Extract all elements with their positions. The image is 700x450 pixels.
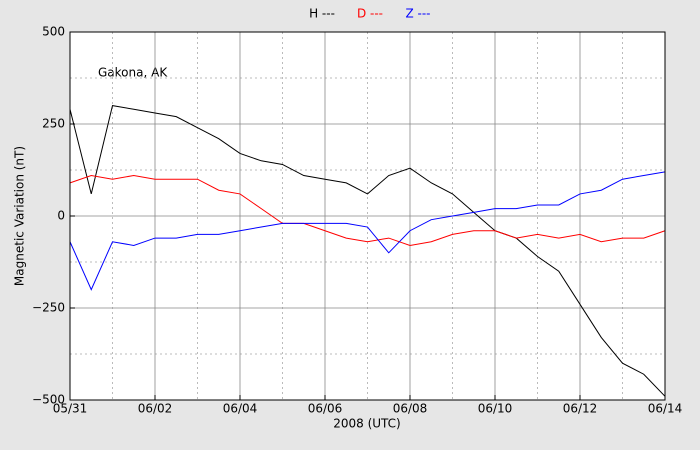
x-tick-label: 06/14 (648, 402, 683, 416)
series-line (69, 175, 666, 246)
x-tick-label: 05/31 (53, 402, 88, 416)
x-tick-label: 06/06 (308, 402, 343, 416)
legend-entry: Z --- (405, 7, 430, 21)
x-tick-label: 06/10 (478, 402, 513, 416)
series-line (69, 171, 666, 291)
x-tick-label: 06/12 (563, 402, 598, 416)
y-tick-label: −250 (32, 301, 65, 315)
y-axis-label: Magnetic Variation (nT) (13, 146, 27, 286)
legend-entry: D --- (357, 7, 383, 21)
y-tick-label: 250 (42, 117, 65, 131)
x-tick-label: 06/04 (223, 402, 258, 416)
annotation: Gakona, AK (98, 66, 168, 80)
legend-entry: H --- (309, 7, 335, 21)
x-axis-label: 2008 (UTC) (333, 417, 401, 431)
y-tick-label: 0 (57, 209, 65, 223)
y-tick-label: 500 (42, 25, 65, 39)
x-tick-label: 06/02 (138, 402, 173, 416)
series-line (69, 105, 666, 397)
y-tick-label: −500 (32, 393, 65, 407)
x-tick-label: 06/08 (393, 402, 428, 416)
plot-frame (69, 31, 666, 401)
